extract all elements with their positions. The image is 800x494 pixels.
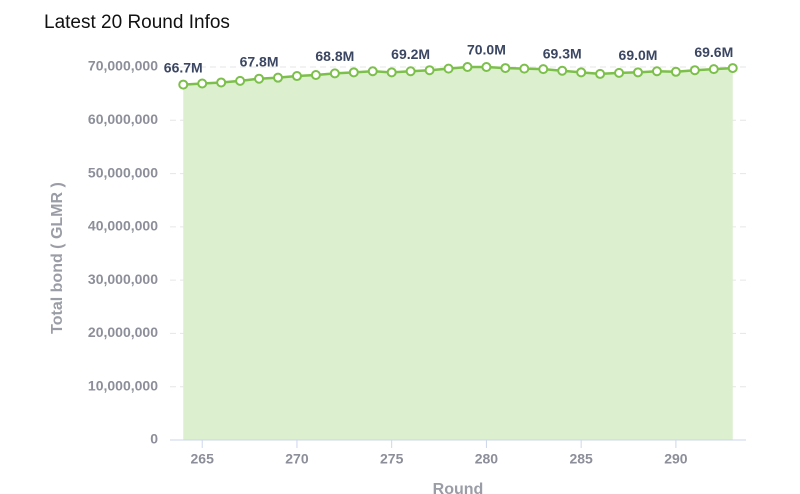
point: [727, 63, 738, 74]
point: [633, 67, 643, 78]
y-tick-label: 10,000,000: [88, 377, 158, 393]
point: [538, 64, 549, 75]
x-tick-label: 270: [285, 451, 309, 467]
area: [183, 67, 733, 440]
y-tick-label: 40,000,000: [88, 218, 158, 234]
point: [708, 64, 719, 75]
point: [462, 62, 473, 72]
x-tick-label: 290: [664, 451, 688, 467]
data-label: 66.7M: [164, 59, 203, 75]
point: [348, 67, 359, 78]
y-tick-label: 0: [150, 431, 158, 447]
point: [614, 67, 625, 78]
point: [557, 65, 568, 76]
y-tick-label: 30,000,000: [88, 271, 158, 287]
point: [443, 63, 454, 74]
point: [670, 66, 681, 77]
y-axis-title: Total bond ( GLMR ): [49, 182, 66, 334]
y-tick-label: 60,000,000: [88, 111, 158, 127]
data-label: 69.0M: [619, 47, 658, 63]
data-label: 69.6M: [694, 44, 733, 60]
y-tick-label: 70,000,000: [88, 58, 158, 74]
data-label: 67.8M: [240, 53, 279, 69]
point: [424, 65, 435, 76]
x-tick-label: 265: [191, 451, 215, 467]
point: [254, 73, 265, 84]
point: [386, 67, 397, 78]
point: [595, 68, 606, 79]
point: [216, 77, 227, 88]
data-label: 68.8M: [315, 48, 354, 64]
point: [576, 67, 587, 78]
data-label: 70.0M: [467, 42, 506, 58]
x-tick-label: 275: [380, 451, 404, 467]
point: [273, 72, 283, 83]
chart-title: Latest 20 Round Infos: [44, 12, 230, 33]
point: [310, 69, 321, 80]
point: [651, 66, 662, 77]
y-tick-label: 20,000,000: [88, 324, 158, 340]
x-tick-label: 285: [569, 451, 593, 467]
x-axis-title: Round: [433, 481, 484, 494]
point: [500, 63, 511, 74]
point: [178, 79, 189, 90]
y-tick-label: 50,000,000: [88, 164, 158, 180]
point: [367, 66, 378, 77]
point: [197, 78, 208, 89]
point: [291, 71, 302, 82]
data-label: 69.3M: [543, 45, 582, 61]
point: [689, 65, 700, 76]
point: [329, 68, 340, 79]
data-label: 69.2M: [391, 46, 430, 62]
point: [481, 62, 492, 72]
x-tick-label: 280: [475, 451, 499, 467]
point: [235, 75, 246, 86]
point: [405, 66, 416, 77]
point: [519, 63, 530, 74]
